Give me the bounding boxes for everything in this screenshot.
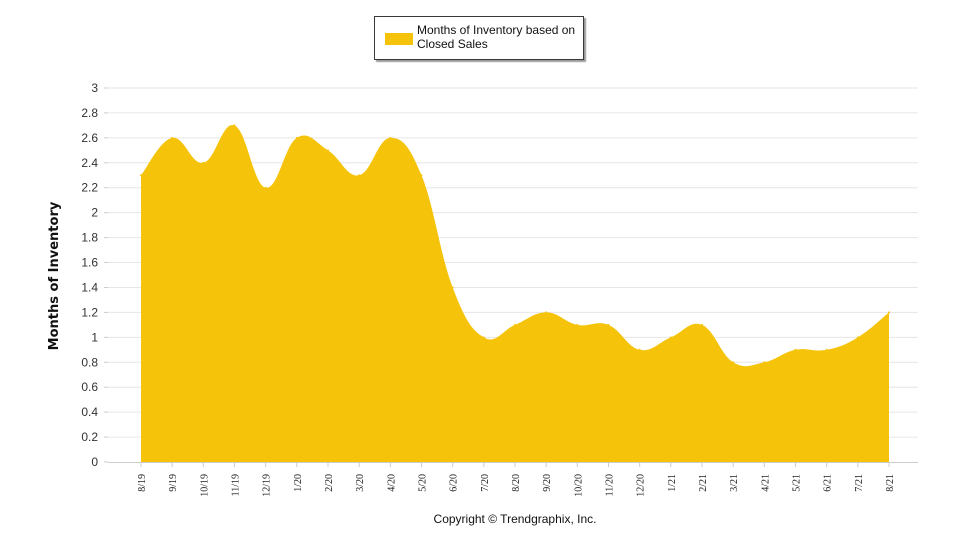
data-point-1-21 <box>669 336 672 339</box>
y-tick-label: 0.8 <box>81 355 98 369</box>
x-tick-label: 9/20 <box>542 474 553 492</box>
y-axis-ticks: 0 0.2 0.4 0.6 0.8 1 1.2 1.4 1.6 1.8 2 2.2 2.4 2.6 2.8 3 <box>81 81 108 469</box>
x-tick-label: 10/19 <box>199 474 210 497</box>
y-tick-label: 0.2 <box>81 430 98 444</box>
y-tick-label: 1.2 <box>81 305 98 319</box>
legend: Months of Inventory based on Closed Sale… <box>374 16 584 60</box>
data-point-12-19 <box>264 186 267 189</box>
x-tick-label: 1/21 <box>667 474 678 492</box>
x-axis-ticks: 8/19 9/19 10/19 11/19 12/19 1/20 2/20 3/20 4/20 5… <box>137 462 896 497</box>
legend-label: Months of Inventory based on Closed Sale… <box>417 23 576 51</box>
y-tick-label: 1 <box>91 330 98 344</box>
data-point-11-20 <box>607 323 610 326</box>
data-point-4-20 <box>389 136 392 139</box>
x-tick-label: 5/20 <box>418 474 429 492</box>
x-tick-label: 5/21 <box>792 474 803 492</box>
data-point-11-19 <box>233 124 236 127</box>
data-point-2-21 <box>701 323 703 326</box>
area-series <box>140 124 890 463</box>
area-fill <box>141 124 889 463</box>
y-axis-title: Months of Inventory <box>47 201 62 350</box>
x-tick-label: 1/20 <box>293 474 304 492</box>
data-point-8-20 <box>514 323 516 326</box>
x-tick-label: 2/21 <box>698 474 709 492</box>
data-point-10-19 <box>202 161 205 164</box>
x-tick-label: 4/21 <box>760 474 771 492</box>
data-point-6-21 <box>825 348 828 351</box>
data-point-3-21 <box>732 361 735 364</box>
x-tick-label: 11/19 <box>231 474 242 496</box>
data-point-3-20 <box>358 174 361 177</box>
data-point-9-20 <box>545 311 548 314</box>
data-point-8-21 <box>888 311 890 314</box>
y-tick-label: 1.4 <box>81 280 98 294</box>
y-tick-label: 2.2 <box>81 181 98 195</box>
x-tick-label: 7/20 <box>480 474 491 492</box>
data-point-6-20 <box>451 286 454 289</box>
y-tick-label: 3 <box>91 81 98 95</box>
y-tick-label: 0 <box>91 455 98 469</box>
x-tick-label: 3/20 <box>355 474 366 492</box>
x-tick-label: 8/20 <box>511 474 522 492</box>
x-tick-label: 12/20 <box>636 474 647 497</box>
data-point-2-20 <box>327 149 329 152</box>
data-point-7-20 <box>482 336 485 339</box>
x-tick-label: 9/19 <box>168 474 179 492</box>
x-tick-label: 10/20 <box>573 474 584 497</box>
y-tick-label: 0.4 <box>81 405 98 419</box>
y-tick-label: 2.4 <box>81 156 98 170</box>
y-tick-label: 1.6 <box>81 256 98 270</box>
y-tick-label: 2.8 <box>81 106 98 120</box>
x-tick-label: 11/20 <box>605 474 616 496</box>
data-point-1-20 <box>295 136 298 139</box>
y-tick-label: 0.6 <box>81 380 98 394</box>
data-point-5-20 <box>420 174 423 177</box>
x-tick-label: 3/21 <box>729 474 740 492</box>
y-tick-label: 2.6 <box>81 131 98 145</box>
data-point-12-20 <box>638 348 641 351</box>
x-tick-label: 12/19 <box>262 474 273 497</box>
data-point-7-21 <box>856 336 859 339</box>
data-point-5-21 <box>794 348 797 351</box>
x-tick-label: 4/20 <box>386 474 397 492</box>
data-point-9-19 <box>171 136 174 139</box>
y-tick-label: 1.8 <box>81 231 98 245</box>
x-tick-label: 2/20 <box>324 474 335 492</box>
x-tick-label: 8/19 <box>137 474 148 492</box>
data-point-8-19 <box>140 174 142 177</box>
x-tick-label: 6/20 <box>449 474 460 492</box>
y-tick-label: 2 <box>91 206 98 220</box>
data-point-10-20 <box>576 323 579 326</box>
x-tick-label: 8/21 <box>885 474 896 492</box>
x-tick-label: 6/21 <box>823 474 834 492</box>
copyright-text: Copyright © Trendgraphix, Inc. <box>433 512 597 526</box>
data-point-4-21 <box>763 361 766 364</box>
x-tick-label: 7/21 <box>854 474 865 492</box>
legend-swatch <box>385 33 413 45</box>
